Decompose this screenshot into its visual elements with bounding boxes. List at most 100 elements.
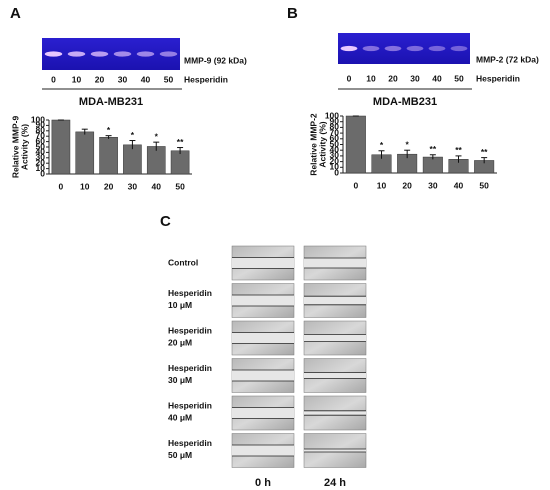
x-tick-label: 30 bbox=[428, 180, 438, 190]
bar bbox=[123, 144, 142, 175]
gel-image bbox=[42, 38, 180, 70]
x-tick-label: 50 bbox=[175, 181, 185, 191]
wound-gap bbox=[304, 410, 366, 416]
panel-label: A bbox=[10, 5, 21, 22]
x-tick-label: 40 bbox=[152, 181, 162, 191]
gel-image bbox=[338, 33, 470, 64]
gel-label: MMP-2 (72 kDa) bbox=[476, 54, 539, 64]
significance: ** bbox=[177, 137, 184, 147]
wound-gap bbox=[232, 407, 294, 419]
row-label: Hesperidin bbox=[168, 400, 212, 410]
gel-band bbox=[113, 51, 132, 57]
x-tick-label: 10 bbox=[80, 181, 90, 191]
y-tick-label: 50 bbox=[330, 139, 340, 149]
wound-gap bbox=[304, 258, 366, 268]
lane-label: 40 bbox=[141, 74, 151, 84]
significance: * bbox=[107, 125, 111, 135]
row-label: Control bbox=[168, 257, 198, 267]
bar bbox=[422, 156, 443, 174]
wound-gap bbox=[304, 372, 366, 379]
y-axis-title: Relative MMP-9 bbox=[10, 116, 20, 179]
y-tick-label: 100 bbox=[325, 110, 339, 120]
lane-label: 30 bbox=[410, 73, 420, 83]
treatment-label: Hesperidin bbox=[184, 74, 228, 84]
bar bbox=[75, 131, 95, 175]
lane-label: 30 bbox=[118, 74, 128, 84]
y-tick-label: 90 bbox=[36, 120, 46, 130]
gel-band bbox=[428, 45, 446, 52]
y-tick-label: 60 bbox=[330, 133, 340, 143]
lane-label: 10 bbox=[366, 73, 376, 83]
y-tick-label: 30 bbox=[330, 150, 340, 160]
cell-line: MDA-MB231 bbox=[373, 96, 437, 108]
row-label: 40 μM bbox=[168, 412, 192, 422]
lane-label: 20 bbox=[95, 74, 105, 84]
y-tick-label: 0 bbox=[40, 168, 45, 178]
lane-label: 0 bbox=[51, 74, 56, 84]
y-tick-label: 80 bbox=[330, 122, 340, 132]
wound-gap bbox=[304, 449, 366, 452]
gel-band bbox=[340, 45, 358, 52]
treatment-label: Hesperidin bbox=[476, 73, 520, 83]
bar bbox=[345, 115, 366, 174]
y-tick-label: 100 bbox=[31, 114, 45, 124]
y-tick-label: 70 bbox=[330, 127, 340, 137]
significance: ** bbox=[481, 147, 488, 157]
y-tick-label: 70 bbox=[36, 130, 46, 140]
y-tick-label: 10 bbox=[36, 163, 46, 173]
significance: ** bbox=[455, 145, 462, 155]
gel-band bbox=[67, 51, 86, 57]
y-axis-title: Relative MMP-2 bbox=[308, 113, 318, 176]
y-axis-title: Activity (%) bbox=[317, 121, 327, 167]
bar bbox=[51, 119, 71, 175]
significance: * bbox=[131, 130, 135, 140]
wound-gap bbox=[232, 295, 294, 306]
wound-gap bbox=[232, 257, 294, 269]
wound-gap bbox=[232, 332, 294, 344]
y-tick-label: 80 bbox=[36, 125, 46, 135]
x-tick-label: 20 bbox=[104, 181, 114, 191]
row-label: 30 μM bbox=[168, 375, 192, 385]
row-label: 20 μM bbox=[168, 337, 192, 347]
row-label: Hesperidin bbox=[168, 325, 212, 335]
significance: ** bbox=[430, 144, 437, 154]
y-tick-label: 40 bbox=[330, 144, 340, 154]
lane-label: 50 bbox=[454, 73, 464, 83]
cell-line: MDA-MB231 bbox=[79, 96, 143, 108]
lane-label: 0 bbox=[347, 73, 352, 83]
gel-band bbox=[450, 45, 468, 52]
gel-label: MMP-9 (92 kDa) bbox=[184, 55, 247, 65]
x-tick-label: 20 bbox=[402, 180, 412, 190]
lane-label: 10 bbox=[72, 74, 82, 84]
gel-band bbox=[136, 51, 155, 57]
wound-gap bbox=[304, 296, 366, 305]
x-tick-label: 30 bbox=[128, 181, 138, 191]
gel-band bbox=[362, 45, 380, 52]
row-label: 10 μM bbox=[168, 300, 192, 310]
column-label: 24 h bbox=[324, 477, 346, 489]
bar bbox=[170, 150, 190, 175]
y-axis-title: Activity (%) bbox=[19, 124, 29, 170]
x-tick-label: 0 bbox=[59, 181, 64, 191]
y-tick-label: 10 bbox=[330, 162, 340, 172]
gel-band bbox=[90, 51, 109, 57]
gel-band bbox=[406, 45, 424, 52]
wound-gap bbox=[232, 370, 294, 381]
row-label: Hesperidin bbox=[168, 438, 212, 448]
y-tick-label: 0 bbox=[334, 167, 339, 177]
x-tick-label: 50 bbox=[479, 180, 489, 190]
lane-label: 20 bbox=[388, 73, 398, 83]
row-label: Hesperidin bbox=[168, 363, 212, 373]
y-tick-label: 30 bbox=[36, 152, 46, 162]
gel-band bbox=[159, 51, 178, 57]
wound-gap bbox=[232, 445, 294, 456]
significance: * bbox=[155, 131, 159, 141]
lane-label: 40 bbox=[432, 73, 442, 83]
y-tick-label: 60 bbox=[36, 136, 46, 146]
gel-band bbox=[384, 45, 402, 52]
gel-band bbox=[44, 51, 63, 57]
wound-gap bbox=[304, 334, 366, 342]
y-tick-label: 90 bbox=[330, 116, 340, 126]
row-label: 50 μM bbox=[168, 450, 192, 460]
